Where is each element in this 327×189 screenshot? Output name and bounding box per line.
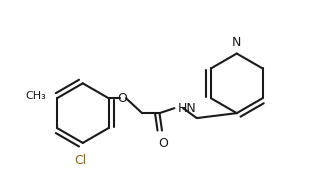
Text: HN: HN [178,102,197,115]
Text: CH₃: CH₃ [25,91,46,101]
Text: N: N [232,36,241,49]
Text: O: O [117,92,127,105]
Text: Cl: Cl [74,154,86,167]
Text: O: O [158,137,168,150]
